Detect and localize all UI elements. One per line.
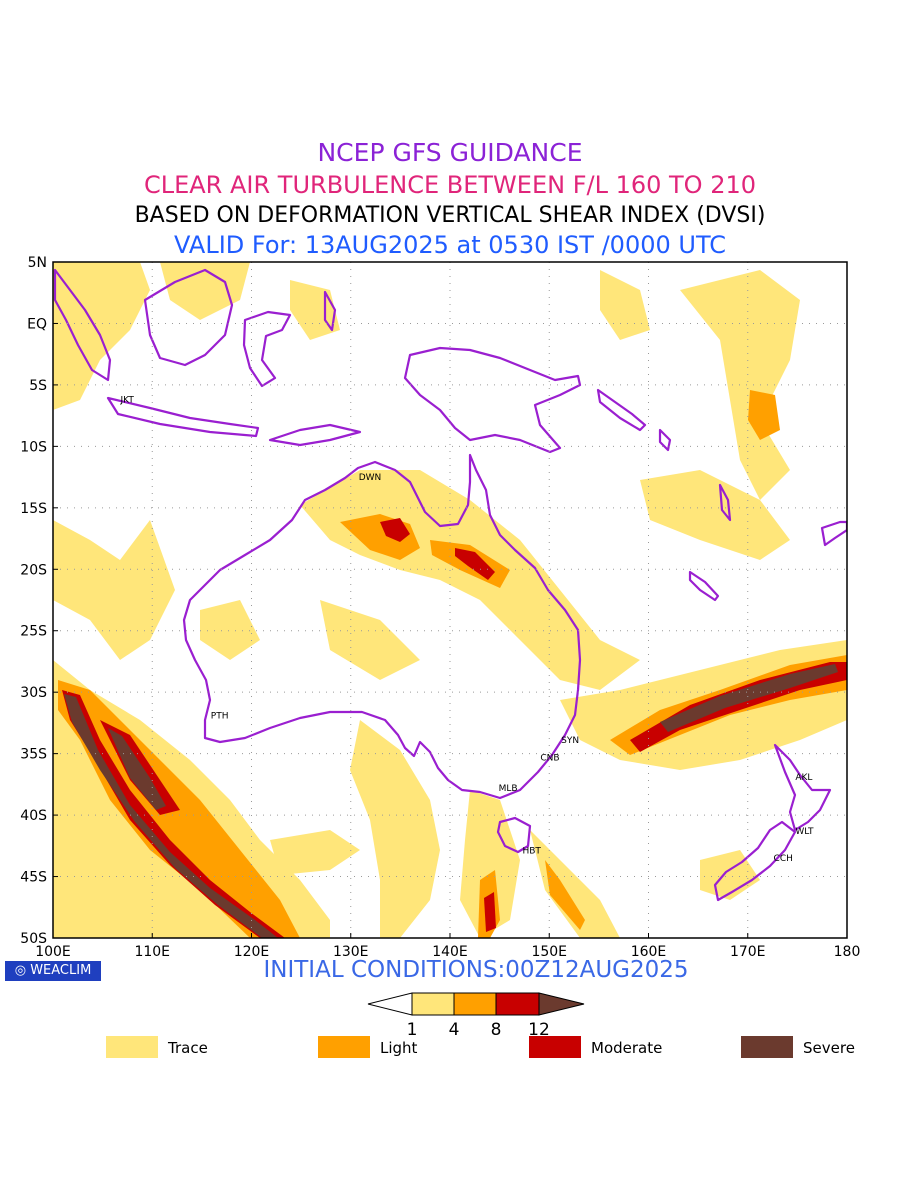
city-label-pth: PTH: [211, 712, 229, 722]
city-label-jkt: JKT: [119, 396, 134, 406]
legend-swatch-severe: [741, 1036, 793, 1058]
y-tick-label: 25S: [20, 624, 47, 640]
city-label-dwn: DWN: [359, 473, 382, 483]
weaclim-logo-icon: ◎: [14, 963, 27, 978]
colorbar: 1 4 8 12: [367, 992, 585, 1040]
title-product: CLEAR AIR TURBULENCE BETWEEN F/L 160 TO …: [143, 171, 757, 199]
city-label-syn: SYN: [561, 736, 579, 746]
legend-label-light: Light: [380, 1039, 418, 1057]
city-label-cnb: CNB: [540, 753, 559, 763]
latitude-axis: 5N EQ 5S 10S 15S 20S 25S 30S 35S 40S 45S 50S: [20, 255, 58, 947]
x-tick-label: 160E: [631, 944, 667, 960]
y-tick-label: 40S: [20, 808, 47, 824]
y-tick-label: 15S: [20, 501, 47, 517]
legend-swatch-trace: [106, 1036, 158, 1058]
colorbar-bin-trace: [411, 992, 455, 1016]
y-tick-label: 35S: [20, 747, 47, 763]
map-panel: [53, 262, 847, 938]
colorbar-tick: 8: [491, 1020, 502, 1040]
colorbar-tick: 4: [449, 1020, 460, 1040]
weaclim-logo-text: WEACLIM: [30, 963, 92, 978]
city-label-mlb: MLB: [499, 784, 518, 794]
legend-swatch-light: [318, 1036, 370, 1058]
legend-swatch-moderate: [529, 1036, 581, 1058]
y-tick-label: 5N: [28, 255, 47, 271]
colorbar-bin-light: [453, 992, 497, 1016]
y-tick-label: 5S: [29, 378, 47, 394]
x-tick-label: 150E: [531, 944, 567, 960]
x-tick-label: 180: [834, 944, 861, 960]
lat-lon-grid: [53, 262, 847, 938]
legend-label-trace: Trace: [168, 1039, 208, 1057]
y-tick-label: 20S: [20, 562, 47, 578]
x-tick-label: 170E: [730, 944, 766, 960]
city-label-wlt: WLT: [795, 827, 814, 837]
colorbar-bin-moderate: [495, 992, 540, 1016]
x-tick-label: 120E: [234, 944, 270, 960]
title-method: BASED ON DEFORMATION VERTICAL SHEAR INDE…: [134, 203, 766, 228]
legend-label-moderate: Moderate: [591, 1039, 663, 1057]
y-tick-label: EQ: [27, 316, 47, 332]
city-label-cch: CCH: [774, 854, 793, 864]
y-tick-label: 45S: [20, 870, 47, 886]
colorbar-tick: 12: [528, 1020, 550, 1040]
longitude-axis: 100E 110E 120E 130E 140E 150E 160E 170E 180: [35, 933, 860, 960]
coastlines: [53, 268, 847, 902]
initial-conditions: INITIAL CONDITIONS:00Z12AUG2025: [263, 957, 689, 983]
y-tick-label: 10S: [20, 439, 47, 455]
title-valid-time: VALID For: 13AUG2025 at 0530 IST /0000 U…: [174, 231, 726, 259]
colorbar-tick: 1: [407, 1020, 418, 1040]
y-tick-label: 30S: [20, 685, 47, 701]
x-tick-label: 110E: [134, 944, 170, 960]
turbulence-severe-areas: [64, 664, 838, 938]
weaclim-logo: ◎ WEACLIM: [5, 961, 101, 981]
y-tick-label: 50S: [20, 931, 47, 947]
city-label-hbt: HBT: [522, 847, 541, 857]
x-tick-label: 100E: [35, 944, 71, 960]
x-tick-label: 140E: [432, 944, 468, 960]
x-tick-label: 130E: [333, 944, 369, 960]
legend-label-severe: Severe: [803, 1039, 855, 1057]
title-model: NCEP GFS GUIDANCE: [317, 138, 583, 167]
colorbar-over-triangle: [538, 992, 585, 1016]
city-label-akl: AKL: [795, 773, 812, 783]
colorbar-under-triangle: [367, 992, 413, 1016]
